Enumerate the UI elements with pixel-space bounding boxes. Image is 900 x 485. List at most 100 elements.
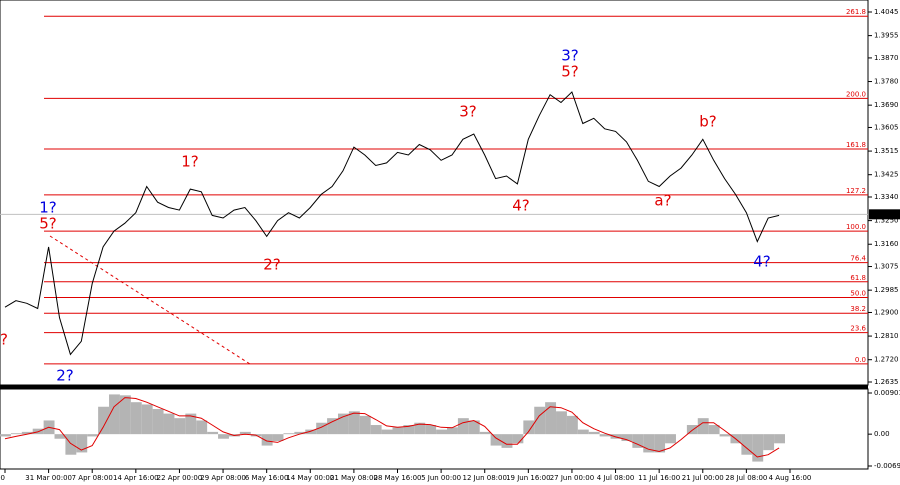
histogram-bar	[545, 402, 557, 435]
fib-label: 127.2	[846, 187, 866, 195]
histogram-bar	[0, 434, 11, 437]
signal-line	[4, 397, 780, 458]
y-tick-label: 1.2810	[874, 332, 899, 340]
histogram-bar	[10, 433, 22, 435]
histogram-bar	[348, 411, 360, 435]
fib-label: 76.4	[850, 255, 866, 263]
x-tick-label: 12 Jun 08:00	[462, 474, 506, 482]
histogram-bar	[479, 431, 491, 435]
histogram-bar	[327, 418, 338, 435]
histogram-bar	[218, 434, 229, 439]
x-tick-label: 5 Jun 00:00	[421, 474, 461, 482]
x-tick-label: 29 Apr 08:00	[200, 474, 246, 482]
wave-label: a?	[654, 192, 671, 210]
y-tick-label: 1.3870	[874, 54, 899, 62]
x-tick-label: 21 May 08:00	[330, 474, 378, 482]
x-tick-label: 11 Jul 16:00	[638, 474, 680, 482]
histogram-bar	[109, 394, 120, 435]
trend-line	[49, 235, 251, 365]
histogram-bar	[98, 406, 110, 435]
y-tick-label: 1.3780	[874, 78, 899, 86]
price-panel	[0, 0, 869, 386]
histogram-bar	[425, 425, 437, 435]
histogram-bar	[185, 413, 197, 435]
wave-label: 3?	[561, 47, 579, 65]
histogram-bar	[261, 434, 273, 446]
y-tick-label: 1.3075	[874, 263, 899, 271]
y-tick-label: 1.3425	[874, 171, 899, 179]
x-tick-label: 4 Jul 08:00	[597, 474, 635, 482]
x-tick-label: 27 Jun 00:00	[550, 474, 594, 482]
histogram-bar	[588, 431, 600, 435]
y-tick-label: 0.00	[874, 430, 890, 438]
histogram-bar	[523, 420, 535, 435]
histogram-bar	[763, 434, 775, 451]
y-tick-label: 1.2720	[874, 356, 899, 364]
x-tick-label: 7 Apr 08:00	[72, 474, 113, 482]
histogram-bar	[719, 434, 731, 437]
histogram-bar	[752, 434, 764, 462]
y-tick-label: 1.2635	[874, 378, 899, 386]
histogram-bar	[447, 427, 458, 435]
wave-label: 2?	[56, 367, 74, 385]
histogram-bar	[774, 434, 785, 444]
fib-label: 38.2	[850, 305, 866, 313]
histogram-bar	[119, 395, 131, 435]
y-tick-label: 1.3955	[874, 32, 899, 40]
histogram-bar	[665, 434, 676, 444]
histogram-bar	[294, 431, 306, 435]
fib-label: 0.0	[855, 356, 866, 364]
y-tick-label: 1.2985	[874, 286, 899, 294]
fib-label: 261.8	[846, 8, 866, 16]
wave-label: ?	[0, 331, 8, 349]
fib-label: 161.8	[846, 141, 866, 149]
current-price-box	[869, 209, 900, 220]
wave-label: b?	[699, 113, 716, 131]
x-tick-label: 14 Apr 16:00	[113, 474, 159, 482]
histogram-bar	[152, 409, 164, 435]
histogram-bar	[163, 413, 175, 435]
x-tick-label: 31 Mar 00:00	[25, 474, 72, 482]
histogram-bar	[468, 420, 480, 435]
fib-label: 200.0	[846, 90, 866, 98]
histogram-bar	[654, 434, 666, 453]
histogram-bar	[359, 415, 371, 435]
histogram-bar	[87, 434, 99, 437]
histogram-bar	[512, 434, 524, 444]
histogram-bar	[392, 427, 404, 435]
histogram-bar	[272, 434, 284, 442]
histogram-bar	[381, 429, 393, 435]
y-tick-label: 1.4045	[874, 8, 899, 16]
histogram-bar	[501, 434, 513, 448]
x-tick-label: 28 May 16:00	[373, 474, 421, 482]
wave-label: 5?	[561, 63, 579, 81]
histogram-bar	[370, 425, 382, 435]
histogram-bar	[196, 420, 208, 435]
fib-label: 100.0	[846, 223, 866, 231]
wave-label: 1?	[181, 153, 199, 171]
histogram-bar	[403, 425, 415, 435]
fib-label: 23.6	[850, 325, 866, 333]
x-tick-label: 16:00	[0, 474, 5, 482]
histogram-bar	[76, 434, 88, 453]
histogram-bar	[141, 404, 153, 435]
histogram-bar	[708, 425, 720, 435]
histogram-bar	[239, 431, 251, 435]
histogram-bar	[599, 434, 611, 437]
x-tick-label: 6 May 16:00	[245, 474, 289, 482]
histogram-bar	[566, 415, 578, 435]
x-tick-label: 4 Aug 16:00	[769, 474, 812, 482]
histogram-bar	[534, 406, 546, 435]
histogram-bar	[457, 418, 469, 435]
fib-label: 50.0	[850, 290, 866, 298]
histogram-bar	[207, 431, 219, 435]
wave-label: 1?	[39, 199, 57, 217]
histogram-bar	[577, 429, 589, 435]
histogram-bar	[621, 434, 633, 442]
y-tick-label: 1.3340	[874, 193, 899, 201]
fib-label: 61.8	[850, 274, 866, 282]
y-tick-label: 1.3160	[874, 240, 899, 248]
histogram-bar	[283, 433, 295, 435]
histogram-bar	[741, 434, 753, 455]
